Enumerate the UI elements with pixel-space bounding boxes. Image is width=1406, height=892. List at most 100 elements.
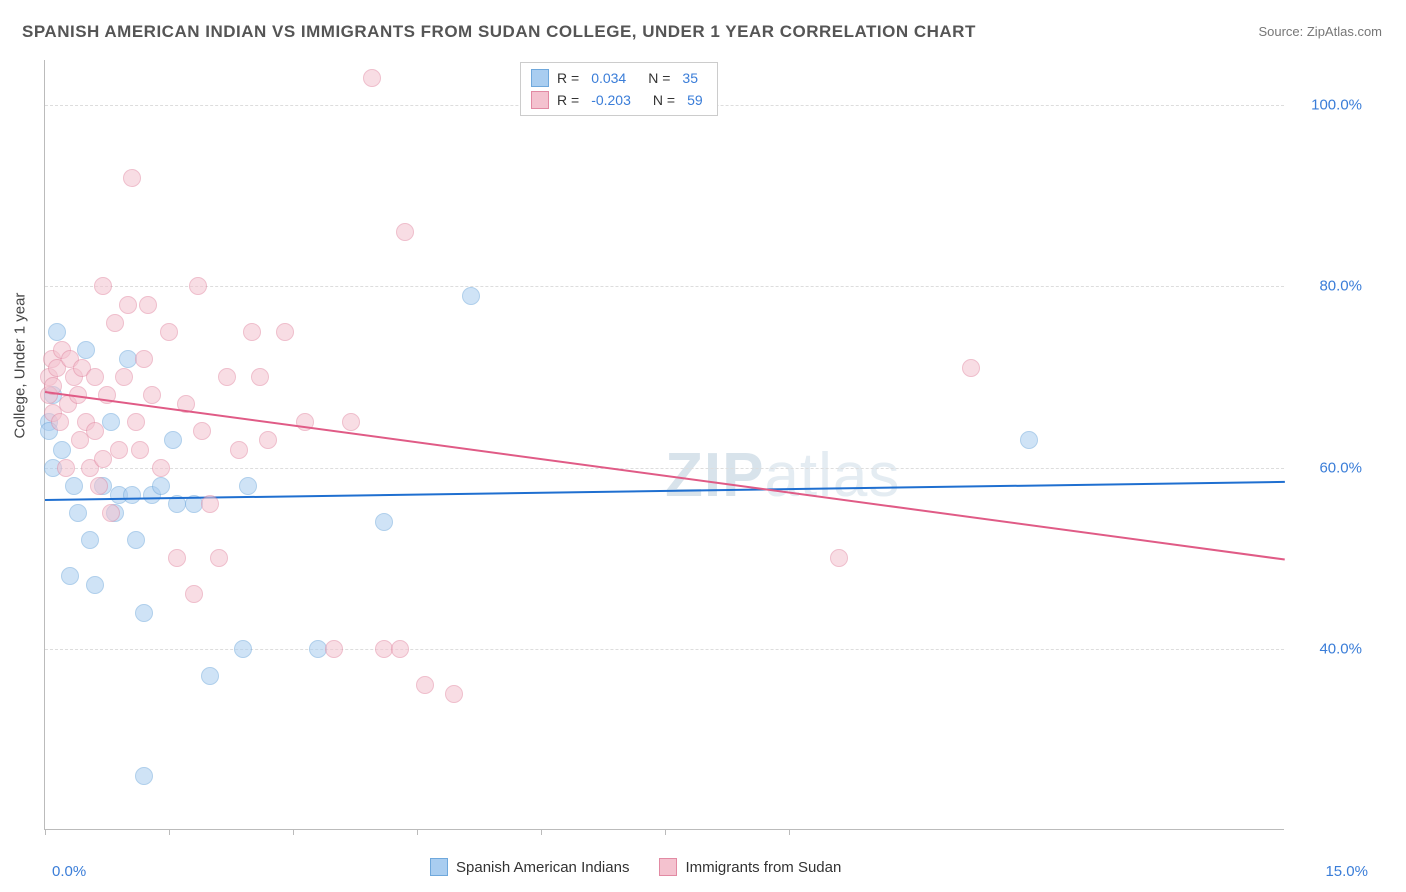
data-point: [152, 459, 170, 477]
data-point: [1020, 431, 1038, 449]
plot-area: ZIPatlas 40.0%60.0%80.0%100.0%: [44, 60, 1284, 830]
x-tick: [169, 829, 170, 835]
x-tick: [789, 829, 790, 835]
x-axis-min-label: 0.0%: [52, 863, 86, 880]
data-point: [65, 477, 83, 495]
data-point: [123, 169, 141, 187]
data-point: [77, 341, 95, 359]
y-tick-label: 40.0%: [1319, 640, 1362, 657]
data-point: [342, 413, 360, 431]
data-point: [416, 676, 434, 694]
trend-line: [45, 481, 1285, 501]
legend-swatch: [430, 858, 448, 876]
data-point: [86, 422, 104, 440]
series-legend-item: Spanish American Indians: [430, 858, 629, 876]
data-point: [243, 323, 261, 341]
chart-container: SPANISH AMERICAN INDIAN VS IMMIGRANTS FR…: [0, 0, 1406, 892]
data-point: [53, 441, 71, 459]
data-point: [396, 223, 414, 241]
data-point: [375, 513, 393, 531]
data-point: [135, 350, 153, 368]
data-point: [218, 368, 236, 386]
y-tick-label: 60.0%: [1319, 459, 1362, 476]
data-point: [201, 495, 219, 513]
data-point: [830, 549, 848, 567]
data-point: [102, 413, 120, 431]
data-point: [115, 368, 133, 386]
x-axis-max-label: 15.0%: [1325, 863, 1368, 880]
watermark: ZIPatlas: [665, 440, 900, 511]
legend-n-label: N =: [648, 70, 670, 86]
data-point: [230, 441, 248, 459]
data-point: [127, 413, 145, 431]
data-point: [185, 585, 203, 603]
gridline: [45, 286, 1284, 287]
legend-r-value: 0.034: [591, 70, 626, 86]
y-axis-label: College, Under 1 year: [12, 293, 29, 439]
legend-r-label: R =: [557, 70, 579, 86]
data-point: [51, 413, 69, 431]
correlation-legend: R =0.034N =35R =-0.203N =59: [520, 62, 718, 116]
data-point: [462, 287, 480, 305]
data-point: [127, 531, 145, 549]
data-point: [90, 477, 108, 495]
data-point: [61, 567, 79, 585]
series-legend: Spanish American Indians Immigrants from …: [430, 858, 841, 876]
data-point: [160, 323, 178, 341]
data-point: [123, 486, 141, 504]
x-tick: [293, 829, 294, 835]
source-label: Source: ZipAtlas.com: [1258, 24, 1382, 39]
data-point: [962, 359, 980, 377]
legend-row: R = 0.034 N = 35: [531, 67, 707, 89]
data-point: [309, 640, 327, 658]
series-legend-item: Immigrants from Sudan: [659, 858, 841, 876]
data-point: [391, 640, 409, 658]
legend-n-label: N =: [653, 92, 675, 108]
data-point: [69, 504, 87, 522]
data-point: [86, 576, 104, 594]
data-point: [234, 640, 252, 658]
data-point: [57, 459, 75, 477]
data-point: [201, 667, 219, 685]
data-point: [139, 296, 157, 314]
data-point: [189, 277, 207, 295]
data-point: [48, 323, 66, 341]
data-point: [119, 350, 137, 368]
data-point: [210, 549, 228, 567]
legend-swatch: [659, 858, 677, 876]
legend-r-label: R =: [557, 92, 579, 108]
series-label: Immigrants from Sudan: [685, 859, 841, 876]
data-point: [119, 296, 137, 314]
data-point: [325, 640, 343, 658]
series-label: Spanish American Indians: [456, 859, 629, 876]
legend-n-value: 35: [682, 70, 698, 86]
y-tick-label: 80.0%: [1319, 278, 1362, 295]
legend-r-value: -0.203: [591, 92, 631, 108]
x-tick: [665, 829, 666, 835]
data-point: [168, 549, 186, 567]
data-point: [259, 431, 277, 449]
data-point: [135, 604, 153, 622]
data-point: [239, 477, 257, 495]
trend-line: [45, 391, 1285, 561]
data-point: [102, 504, 120, 522]
data-point: [276, 323, 294, 341]
data-point: [81, 531, 99, 549]
data-point: [251, 368, 269, 386]
chart-title: SPANISH AMERICAN INDIAN VS IMMIGRANTS FR…: [22, 22, 976, 42]
x-tick: [417, 829, 418, 835]
data-point: [86, 368, 104, 386]
data-point: [131, 441, 149, 459]
data-point: [445, 685, 463, 703]
x-tick: [45, 829, 46, 835]
gridline: [45, 468, 1284, 469]
data-point: [152, 477, 170, 495]
x-tick: [541, 829, 542, 835]
data-point: [375, 640, 393, 658]
data-point: [94, 450, 112, 468]
legend-swatch: [531, 69, 549, 87]
data-point: [135, 767, 153, 785]
data-point: [164, 431, 182, 449]
data-point: [363, 69, 381, 87]
legend-row: R =-0.203N =59: [531, 89, 707, 111]
